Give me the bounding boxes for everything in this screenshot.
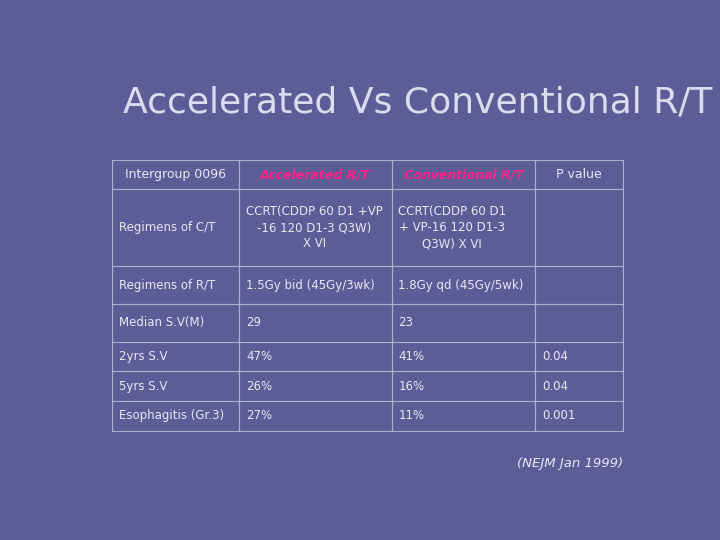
Text: CCRT(CDDP 60 D1
+ VP-16 120 D1-3
Q3W) X VI: CCRT(CDDP 60 D1 + VP-16 120 D1-3 Q3W) X … xyxy=(398,205,506,250)
Text: P value: P value xyxy=(557,168,602,181)
Text: Median S.V(M): Median S.V(M) xyxy=(119,316,204,329)
Text: Conventional R/T: Conventional R/T xyxy=(404,168,523,181)
Text: (NEJM Jan 1999): (NEJM Jan 1999) xyxy=(517,457,623,470)
Bar xyxy=(239,304,392,341)
Bar xyxy=(392,189,536,266)
Bar xyxy=(239,372,392,401)
Bar xyxy=(239,401,392,431)
Bar xyxy=(112,189,239,266)
Text: 41%: 41% xyxy=(398,350,424,363)
Text: 0.001: 0.001 xyxy=(542,409,575,422)
Bar xyxy=(392,401,536,431)
Bar xyxy=(112,372,239,401)
Bar xyxy=(536,341,623,372)
Text: 26%: 26% xyxy=(246,380,272,393)
Text: 5yrs S.V: 5yrs S.V xyxy=(119,380,167,393)
Bar xyxy=(239,341,392,372)
Bar xyxy=(392,372,536,401)
Bar xyxy=(536,401,623,431)
Bar xyxy=(239,189,392,266)
Text: 27%: 27% xyxy=(246,409,272,422)
Bar xyxy=(112,160,239,189)
Text: 0.04: 0.04 xyxy=(542,380,568,393)
Text: Regimens of R/T: Regimens of R/T xyxy=(119,279,215,292)
Bar xyxy=(112,401,239,431)
Text: Accelerated R/T: Accelerated R/T xyxy=(260,168,371,181)
Text: 2yrs S.V: 2yrs S.V xyxy=(119,350,168,363)
Text: Regimens of C/T: Regimens of C/T xyxy=(119,221,215,234)
Bar xyxy=(112,266,239,304)
Text: Accelerated Vs Conventional R/T: Accelerated Vs Conventional R/T xyxy=(124,85,713,119)
Text: Intergroup 0096: Intergroup 0096 xyxy=(125,168,226,181)
Text: 1.8Gy qd (45Gy/5wk): 1.8Gy qd (45Gy/5wk) xyxy=(398,279,523,292)
Bar xyxy=(239,266,392,304)
Text: 16%: 16% xyxy=(398,380,424,393)
Bar xyxy=(536,189,623,266)
Text: 0.04: 0.04 xyxy=(542,350,568,363)
Bar xyxy=(112,341,239,372)
Text: 47%: 47% xyxy=(246,350,272,363)
Text: 23: 23 xyxy=(398,316,413,329)
Text: Esophagitis (Gr.3): Esophagitis (Gr.3) xyxy=(119,409,224,422)
Text: 11%: 11% xyxy=(398,409,424,422)
Bar xyxy=(392,304,536,341)
Bar xyxy=(392,160,536,189)
Bar xyxy=(239,160,392,189)
Bar xyxy=(392,341,536,372)
Bar xyxy=(112,304,239,341)
Text: CCRT(CDDP 60 D1 +VP
-16 120 D1-3 Q3W)
X VI: CCRT(CDDP 60 D1 +VP -16 120 D1-3 Q3W) X … xyxy=(246,205,383,250)
Bar xyxy=(392,266,536,304)
Bar xyxy=(536,160,623,189)
Bar xyxy=(536,304,623,341)
Bar xyxy=(536,372,623,401)
Text: 1.5Gy bid (45Gy/3wk): 1.5Gy bid (45Gy/3wk) xyxy=(246,279,374,292)
Bar xyxy=(536,266,623,304)
Text: 29: 29 xyxy=(246,316,261,329)
